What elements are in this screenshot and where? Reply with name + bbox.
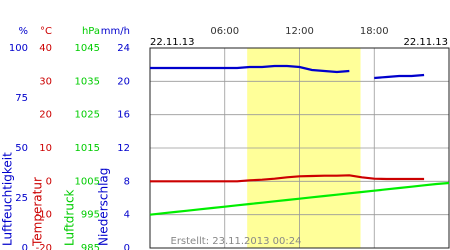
y-tick-label: 995 — [81, 210, 100, 221]
x-tick-label: 06:00 — [210, 26, 239, 37]
y-tick-label: 24 — [117, 43, 130, 54]
date-start: 22.11.13 — [150, 37, 195, 48]
axis-unit: % — [18, 26, 28, 37]
footer: Erstellt: 23.11.2013 00:24 — [171, 236, 302, 247]
y-tick-label: 1025 — [75, 110, 100, 121]
y-tick-label: 0 — [46, 176, 52, 187]
y-tick-label: 16 — [117, 110, 130, 121]
y-tick-label: 25 — [15, 193, 28, 204]
plot-border — [149, 47, 450, 249]
y-tick-label: 1005 — [75, 176, 100, 187]
x-tick-label: 18:00 — [360, 26, 389, 37]
y-tick-label: 20 — [117, 76, 130, 87]
axis-title: Luftfeuchtigkeit — [1, 152, 15, 246]
y-tick-label: 75 — [15, 93, 28, 104]
y-tick-label: 1035 — [75, 76, 100, 87]
y-tick-label: -10 — [36, 210, 52, 221]
y-tick-label: 10 — [39, 143, 52, 154]
y-tick-label: 50 — [15, 143, 28, 154]
y-tick-label: 1045 — [75, 43, 100, 54]
axis-title: Temperatur — [31, 177, 45, 247]
series-line — [149, 181, 450, 216]
y-tick-label: 40 — [39, 43, 52, 54]
axis-unit: hPa — [82, 26, 100, 37]
axis-unit: °C — [40, 26, 52, 37]
y-tick-label: 8 — [124, 176, 130, 187]
y-tick-label: 4 — [124, 210, 130, 221]
date-end: 22.11.13 — [403, 37, 448, 48]
y-tick-label: -20 — [36, 243, 52, 250]
y-tick-label: 0 — [22, 243, 28, 250]
y-tick-label: 0 — [124, 243, 130, 250]
y-tick-label: 1015 — [75, 143, 100, 154]
y-tick-label: 985 — [81, 243, 100, 250]
axis-title: Luftdruck — [63, 189, 77, 246]
x-tick-label: 12:00 — [285, 26, 314, 37]
axis-title: Niederschlag — [97, 168, 111, 246]
y-tick-label: 30 — [39, 76, 52, 87]
y-tick-label: 12 — [117, 143, 130, 154]
axis-unit: mm/h — [101, 26, 130, 37]
y-tick-label: 20 — [39, 110, 52, 121]
y-tick-label: 100 — [9, 43, 28, 54]
